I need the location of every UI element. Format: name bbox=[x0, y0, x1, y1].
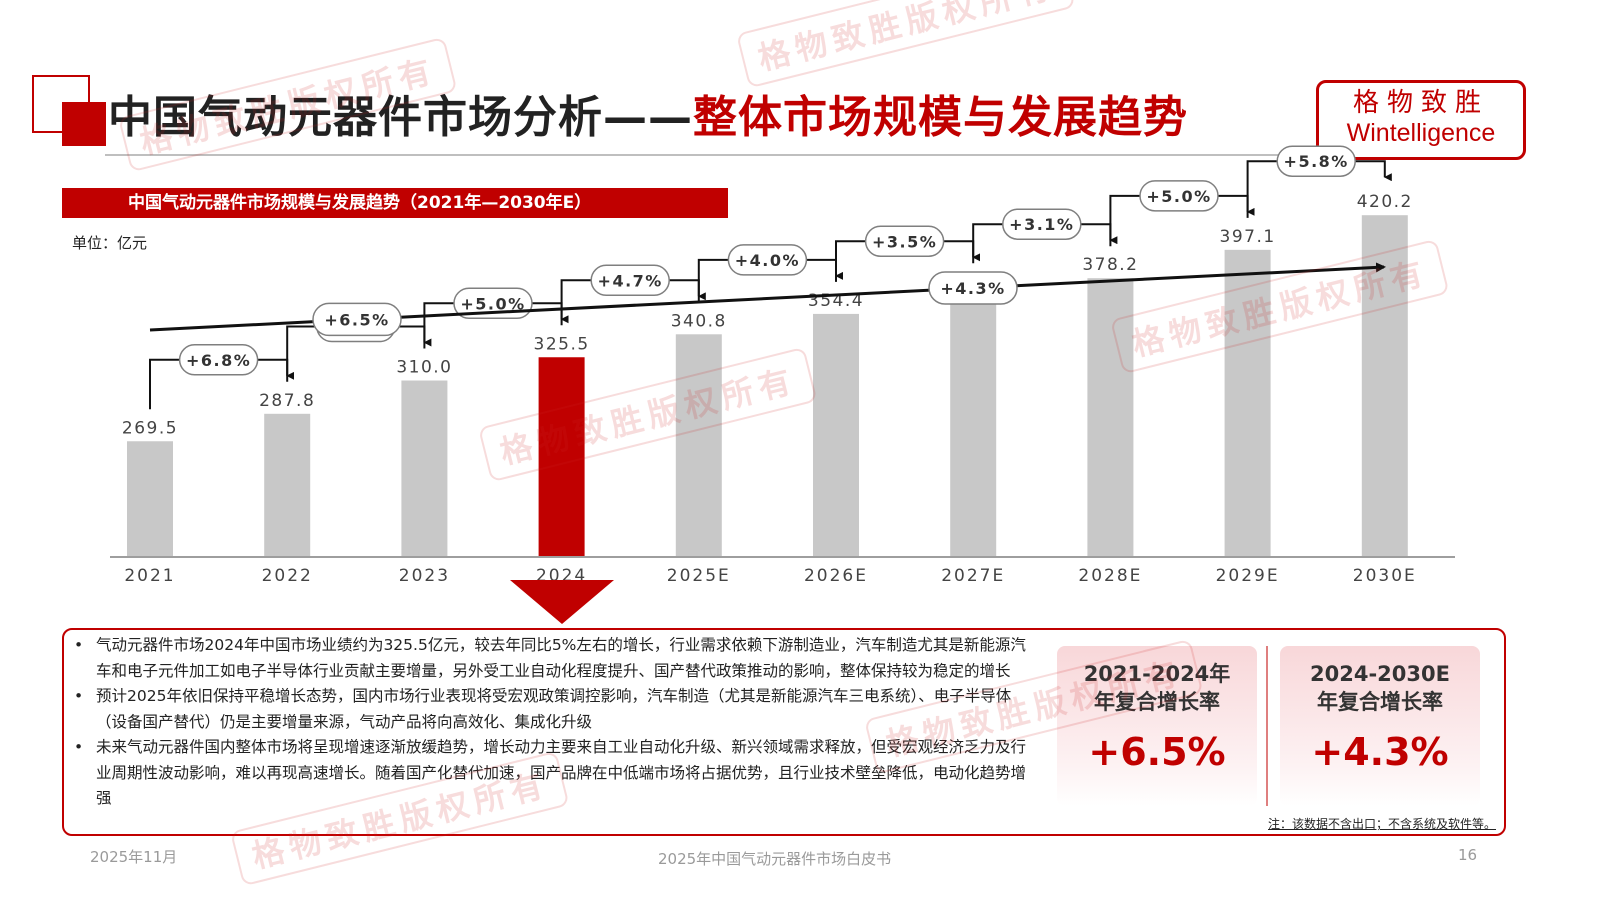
category-tick-label: 2023 bbox=[399, 566, 450, 586]
summary-bullet: 预计2025年依旧保持平稳增长态势，国内市场行业表现将受宏观政策调控影响，汽车制… bbox=[74, 684, 1034, 735]
category-tick-label: 2029E bbox=[1216, 566, 1280, 586]
cagr-card-2021-2024: 2021-2024年 年复合增长率 +6.5% bbox=[1057, 646, 1257, 806]
yoy-growth-pill bbox=[1139, 180, 1219, 212]
data-footnote: 注：该数据不含出口；不含系统及软件等。 bbox=[1268, 817, 1497, 831]
yoy-growth-layer: +6.8%+7.7%+5.0%+4.7%+4.0%+3.5%+3.1%+5.0%… bbox=[149, 145, 1392, 410]
bar-value-label: 378.2 bbox=[1082, 255, 1138, 275]
bar-2029E bbox=[1224, 249, 1271, 556]
cagr-value: +6.5% bbox=[1088, 730, 1226, 774]
category-tick-label: 2025E bbox=[667, 566, 731, 586]
bar-value-label: 325.5 bbox=[534, 334, 590, 354]
bar-value-label: 287.8 bbox=[259, 391, 315, 411]
cagr-pill bbox=[928, 271, 1018, 305]
cagr-annotation: +6.5% bbox=[312, 302, 402, 337]
summary-panel bbox=[62, 628, 1506, 836]
bars-layer: 269.52021287.82022310.02023325.52024340.… bbox=[122, 192, 1417, 586]
yoy-growth-pill bbox=[727, 244, 808, 276]
bar-2027E bbox=[950, 295, 997, 556]
title-decoration-block bbox=[62, 102, 106, 146]
category-tick-label: 2027E bbox=[941, 566, 1005, 586]
bar-value-label: 340.8 bbox=[671, 311, 727, 331]
yoy-growth-label: +3.5% bbox=[872, 232, 937, 251]
yoy-growth-pill bbox=[178, 344, 259, 376]
chart-unit-label: 单位：亿元 bbox=[72, 234, 148, 252]
yoy-growth-label: +4.0% bbox=[735, 251, 800, 270]
cagr-pill bbox=[312, 302, 402, 337]
bar-value-label: 397.1 bbox=[1220, 227, 1276, 247]
bar-2021 bbox=[127, 441, 173, 556]
category-tick-label: 2021 bbox=[124, 566, 175, 586]
bar-value-label: 269.5 bbox=[122, 418, 178, 438]
cagr-divider bbox=[1266, 646, 1268, 806]
cagr-period-label: 2021-2024年 bbox=[1083, 662, 1231, 686]
bar-value-label: 310.0 bbox=[396, 358, 452, 378]
yoy-growth-label: +3.1% bbox=[1009, 215, 1074, 234]
cagr-arrows-layer: +6.5% +4.3% bbox=[149, 262, 1386, 337]
yoy-growth-pill bbox=[590, 264, 670, 297]
page-title: 中国气动元器件市场分析——整体市场规模与发展趋势 bbox=[108, 88, 1188, 148]
category-tick-label: 2026E bbox=[804, 566, 868, 586]
yoy-growth-pill bbox=[864, 225, 945, 258]
cagr-card-2024-2030: 2024-2030E 年复合增长率 +4.3% bbox=[1280, 646, 1480, 806]
bar-2028E bbox=[1087, 278, 1134, 556]
page-title-main: 中国气动元器件市场分析—— bbox=[108, 92, 693, 143]
yoy-growth-pill bbox=[1276, 145, 1356, 177]
logo-chinese-text: 格物致胜 bbox=[1352, 88, 1489, 118]
bar-value-label: 420.2 bbox=[1357, 192, 1413, 212]
cagr-label: +6.5% bbox=[324, 310, 389, 329]
yoy-connector: +4.0% bbox=[697, 244, 843, 303]
cagr-period-label: 2024-2030E bbox=[1310, 662, 1450, 686]
cagr-label: +4.3% bbox=[940, 279, 1005, 298]
summary-bullet: 未来气动元器件国内整体市场将呈现增速逐渐放缓趋势，增长动力主要来自工业自动化升级… bbox=[74, 735, 1034, 812]
yoy-connector: +6.8% bbox=[149, 344, 295, 410]
yoy-growth-label: +6.8% bbox=[186, 351, 251, 370]
summary-bullet: 气动元器件市场2024年中国市场业绩约为325.5亿元，较去年同比5%左右的增长… bbox=[74, 633, 1034, 684]
category-tick-label: 2022 bbox=[262, 566, 313, 586]
down-arrow-icon bbox=[510, 580, 614, 624]
yoy-connector: +5.0% bbox=[1109, 180, 1255, 247]
cagr-annotation: +4.3% bbox=[928, 271, 1018, 305]
yoy-growth-label: +5.0% bbox=[1146, 187, 1211, 206]
yoy-growth-pill bbox=[1002, 208, 1082, 240]
page-number: 16 bbox=[1458, 846, 1478, 864]
cagr-caption: 年复合增长率 bbox=[1317, 690, 1443, 714]
logo-english-text: Wintelligence bbox=[1346, 119, 1496, 147]
bar-2022 bbox=[264, 413, 311, 556]
yoy-connector: +5.8% bbox=[1246, 145, 1392, 218]
cagr-value: +4.3% bbox=[1311, 730, 1449, 774]
cagr-caption: 年复合增长率 bbox=[1094, 690, 1220, 714]
yoy-growth-label: +4.7% bbox=[598, 271, 663, 290]
yoy-growth-label: +5.0% bbox=[460, 294, 525, 313]
yoy-connector: +3.1% bbox=[972, 208, 1118, 264]
bar-2023 bbox=[401, 380, 448, 556]
footer-document-title: 2025年中国气动元器件市场白皮书 bbox=[658, 850, 892, 868]
summary-bullet-list: 气动元器件市场2024年中国市场业绩约为325.5亿元，较去年同比5%左右的增长… bbox=[74, 633, 1034, 812]
footer-date: 2025年11月 bbox=[90, 848, 178, 866]
bar-2024 bbox=[538, 357, 585, 556]
yoy-growth-label: +5.8% bbox=[1284, 152, 1349, 171]
category-tick-label: 2030E bbox=[1353, 566, 1417, 586]
category-tick-label: 2028E bbox=[1078, 566, 1142, 586]
company-logo: 格物致胜 Wintelligence bbox=[1316, 80, 1526, 160]
page-title-highlight: 整体市场规模与发展趋势 bbox=[693, 92, 1188, 143]
bar-2026E bbox=[813, 313, 859, 556]
bar-2025E bbox=[675, 334, 722, 556]
yoy-connector: +3.5% bbox=[835, 225, 981, 282]
title-divider bbox=[105, 154, 1295, 156]
chart-title-banner: 中国气动元器件市场规模与发展趋势（2021年—2030年E） bbox=[62, 188, 728, 218]
